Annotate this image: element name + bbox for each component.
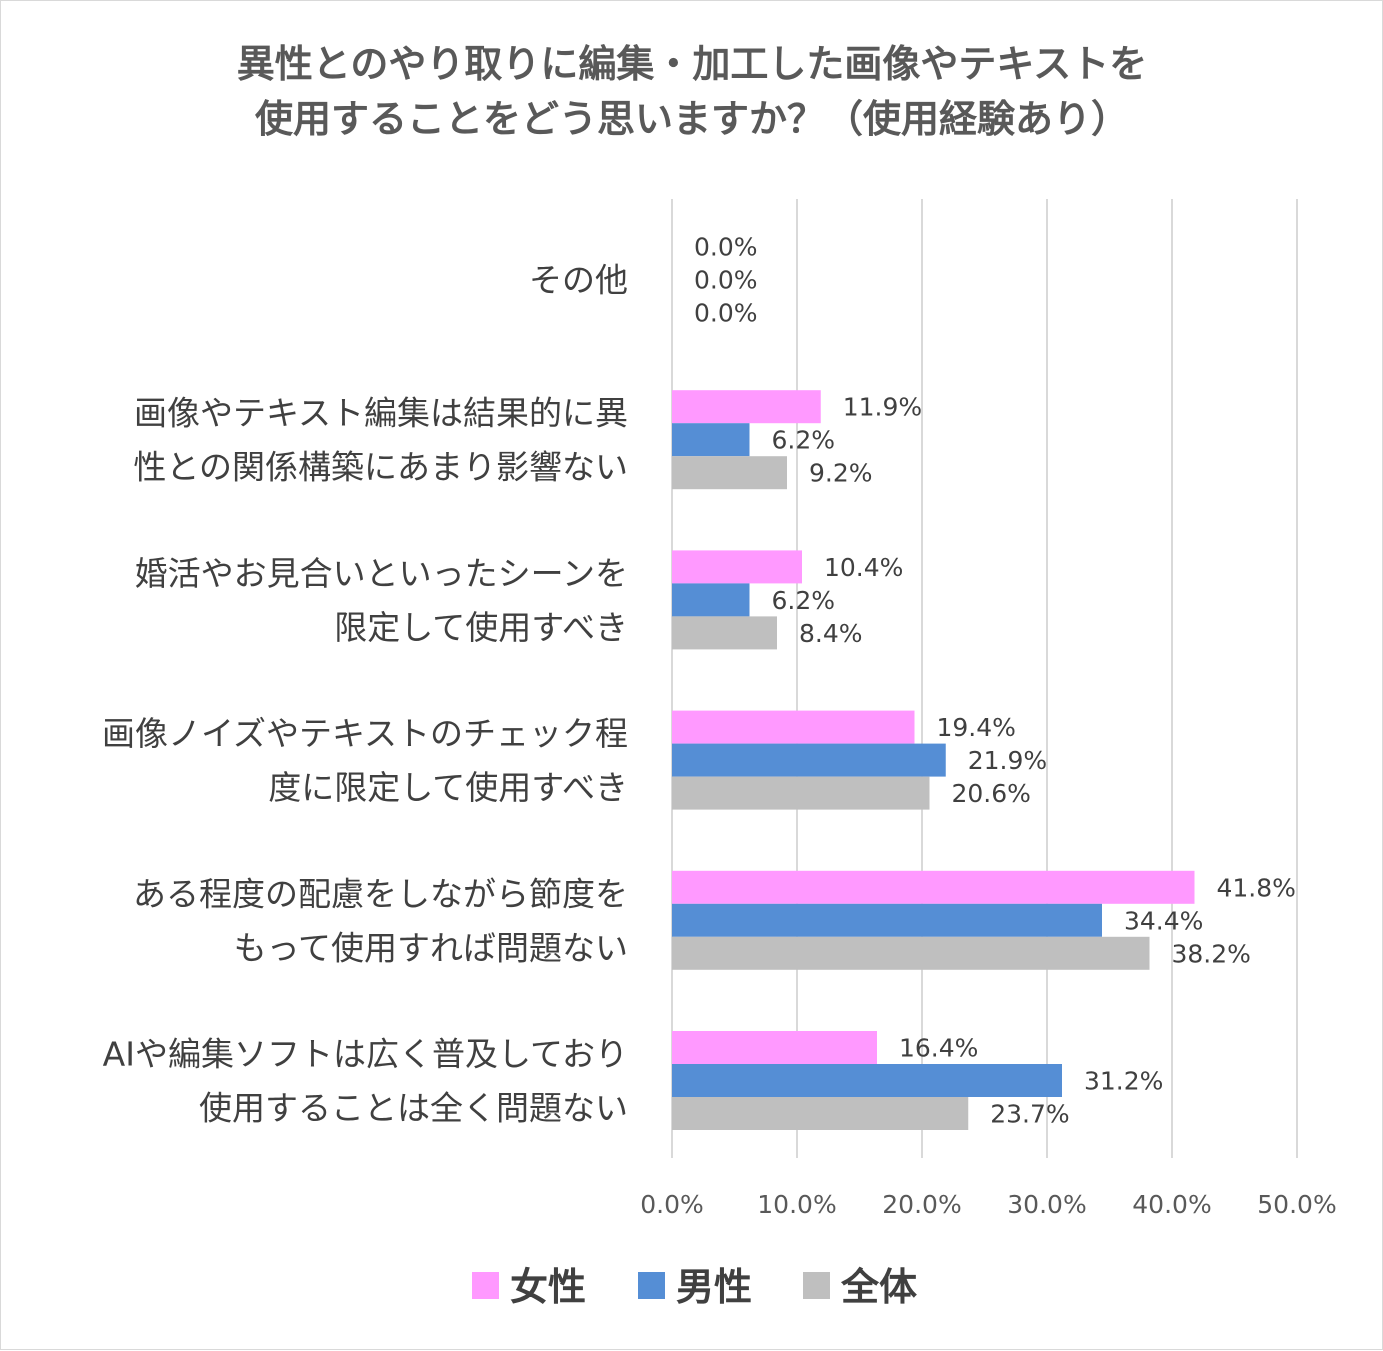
data-label: 31.2% bbox=[1084, 1067, 1163, 1096]
x-axis-ticks: 0.0% 10.0% 20.0% 30.0% 40.0% 50.0% bbox=[640, 1190, 1336, 1219]
legend-swatch bbox=[472, 1272, 499, 1299]
data-label: 9.2% bbox=[809, 459, 873, 488]
bar bbox=[672, 870, 1195, 904]
data-label: 8.4% bbox=[799, 619, 863, 648]
bar bbox=[672, 743, 946, 777]
chart-title-line: 使用することをどう思いますか？（使用経験あり） bbox=[255, 97, 1129, 141]
category-label: もって使用すれば問題ない bbox=[234, 928, 628, 967]
data-label: 21.9% bbox=[968, 746, 1047, 775]
category-label: 使用することは全く問題ない bbox=[199, 1089, 628, 1128]
legend: 女性 男性 全体 bbox=[472, 1265, 917, 1309]
bars bbox=[672, 390, 1195, 1130]
bar bbox=[672, 1064, 1062, 1097]
bar bbox=[672, 776, 930, 810]
chart-title-line: 異性とのやり取りに編集・加工した画像やテキストを bbox=[237, 42, 1147, 86]
legend-label: 女性 bbox=[510, 1265, 586, 1309]
bar bbox=[672, 903, 1102, 937]
x-tick-label: 40.0% bbox=[1132, 1190, 1211, 1219]
data-label: 6.2% bbox=[772, 426, 836, 455]
category-label: 限定して使用すべき bbox=[334, 608, 628, 647]
bar bbox=[672, 710, 915, 744]
data-label: 0.0% bbox=[694, 233, 758, 262]
category-label: 性との関係構築にあまり影響ない bbox=[133, 448, 628, 487]
category-label: ある程度の配慮をしながら節度を bbox=[133, 874, 628, 913]
data-label: 11.9% bbox=[843, 393, 922, 422]
bar bbox=[672, 423, 750, 457]
data-label: 23.7% bbox=[990, 1100, 1069, 1129]
bar bbox=[672, 936, 1150, 970]
x-tick-label: 50.0% bbox=[1257, 1190, 1336, 1219]
data-label: 20.6% bbox=[952, 779, 1031, 808]
bar bbox=[672, 583, 750, 617]
data-label: 41.8% bbox=[1217, 873, 1296, 902]
bar bbox=[672, 550, 802, 584]
legend-swatch bbox=[638, 1272, 665, 1299]
category-label: 画像ノイズやテキストのチェック程 bbox=[102, 714, 628, 753]
category-labels: その他画像やテキスト編集は結果的に異性との関係構築にあまり影響ない婚活やお見合い… bbox=[102, 261, 628, 1128]
data-label: 19.4% bbox=[937, 713, 1016, 742]
bar bbox=[672, 456, 787, 490]
gridlines bbox=[671, 199, 1298, 1158]
bar bbox=[672, 1031, 877, 1064]
category-label: AIや編集ソフトは広く普及しており bbox=[103, 1035, 628, 1074]
x-tick-label: 0.0% bbox=[640, 1190, 704, 1219]
bar bbox=[672, 616, 777, 650]
data-label: 6.2% bbox=[772, 586, 836, 615]
data-label: 16.4% bbox=[899, 1034, 978, 1063]
data-label: 0.0% bbox=[694, 266, 758, 295]
bar bbox=[672, 390, 821, 424]
chart-title: 異性とのやり取りに編集・加工した画像やテキストを使用することをどう思いますか？（… bbox=[237, 42, 1147, 141]
x-tick-label: 30.0% bbox=[1007, 1190, 1086, 1219]
x-tick-label: 20.0% bbox=[882, 1190, 961, 1219]
data-label: 34.4% bbox=[1124, 906, 1203, 935]
bar bbox=[672, 1097, 969, 1130]
category-label: 度に限定して使用すべき bbox=[268, 768, 628, 807]
category-label: 画像やテキスト編集は結果的に異 bbox=[134, 394, 628, 433]
data-labels: 0.0%0.0%0.0%11.9%6.2%9.2%10.4%6.2%8.4%19… bbox=[694, 233, 1296, 1129]
legend-label: 男性 bbox=[676, 1265, 752, 1309]
category-label: その他 bbox=[529, 261, 628, 300]
data-label: 10.4% bbox=[824, 553, 903, 582]
category-label: 婚活やお見合いといったシーンを bbox=[135, 554, 628, 593]
data-label: 0.0% bbox=[694, 299, 758, 328]
legend-swatch bbox=[803, 1272, 830, 1299]
legend-label: 全体 bbox=[840, 1265, 917, 1309]
data-label: 38.2% bbox=[1172, 939, 1251, 968]
x-tick-label: 10.0% bbox=[757, 1190, 836, 1219]
